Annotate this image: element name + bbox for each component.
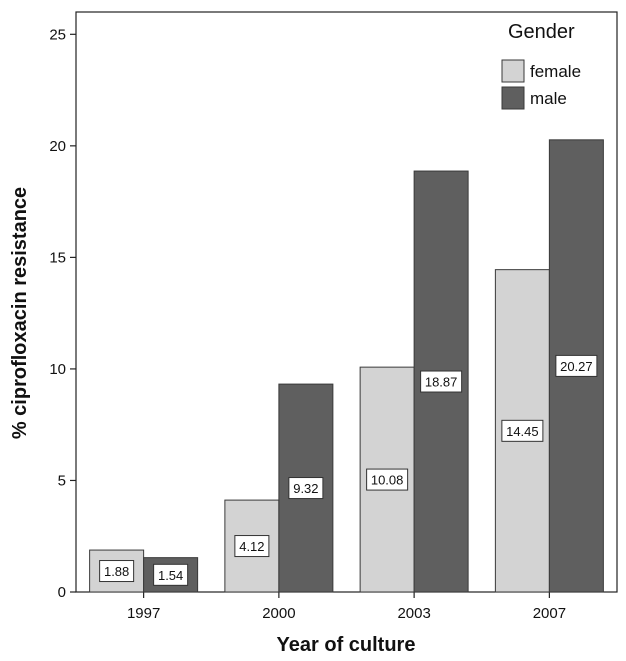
y-axis: 0 5 10 15 20 25: [49, 26, 76, 601]
x-axis-title: Year of culture: [277, 634, 416, 656]
x-tick-label: 2000: [262, 605, 295, 622]
value-label: 14.45: [506, 424, 539, 439]
value-label-box: [234, 535, 270, 558]
value-label: 4.12: [239, 539, 264, 554]
legend-label-female: female: [530, 62, 581, 81]
value-label: 20.27: [560, 359, 593, 374]
value-label: 1.54: [158, 568, 183, 583]
legend-swatch-male: [501, 86, 525, 110]
x-tick-label: 2003: [397, 605, 430, 622]
legend-title: Gender: [508, 21, 575, 43]
value-label: 9.32: [293, 481, 318, 496]
legend-label-male: male: [530, 89, 567, 108]
bars: [89, 139, 604, 593]
legend-items: female male: [501, 59, 581, 110]
value-label-box: [153, 563, 189, 586]
value-label-box: [555, 354, 598, 377]
value-label-box: [366, 468, 409, 491]
x-tick-label: 1997: [127, 605, 160, 622]
y-tick-label: 10: [49, 361, 66, 378]
value-label: 10.08: [371, 473, 404, 488]
value-label: 18.87: [425, 375, 458, 390]
value-label-box: [501, 419, 544, 442]
legend: Gender female male: [501, 21, 581, 110]
y-tick-label: 0: [58, 584, 66, 601]
value-label-box: [420, 370, 463, 393]
x-tick-label: 2007: [533, 605, 566, 622]
plot-area: [75, 11, 618, 593]
value-label-box: [288, 477, 324, 500]
legend-swatch-female: [501, 59, 525, 83]
y-tick-label: 25: [49, 26, 66, 43]
value-label-box: [99, 560, 135, 583]
y-tick-label: 5: [58, 472, 66, 489]
x-axis: 1997 2000 2003 2007: [127, 592, 566, 622]
y-axis-title: % ciprofloxacin resistance: [9, 187, 31, 439]
y-tick-label: 20: [49, 138, 66, 155]
value-labels: 1.88 1.54 4.12 9.32 10.08 18.87 14.45 20.27: [99, 354, 598, 586]
y-tick-label: 15: [49, 249, 66, 266]
plot-frame: [75, 11, 618, 593]
value-label: 1.88: [104, 564, 129, 579]
